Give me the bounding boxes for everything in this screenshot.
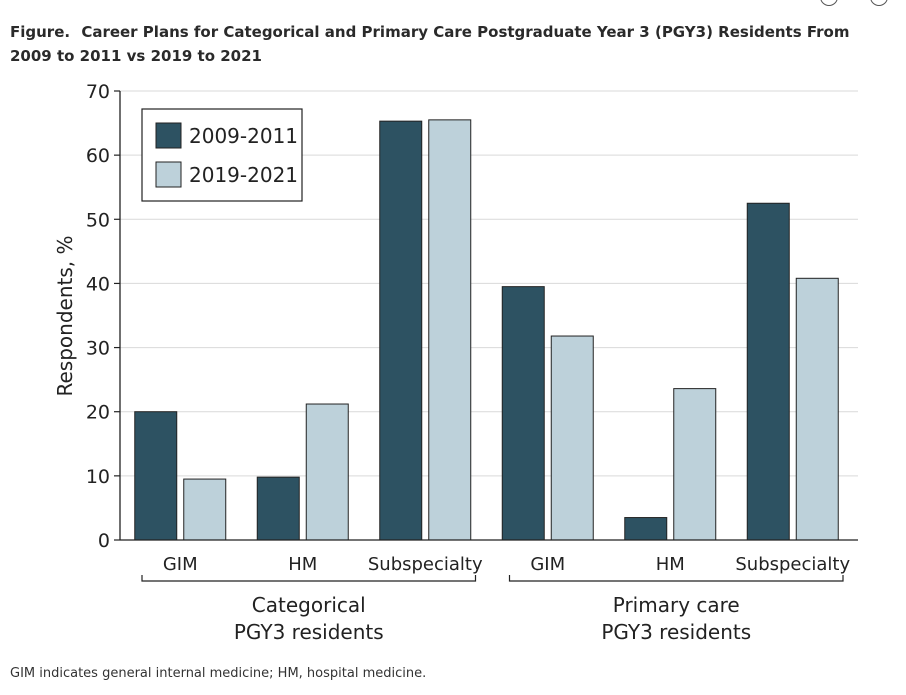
y-tick-label: 30 xyxy=(86,338,110,360)
y-tick-label: 0 xyxy=(98,530,110,552)
legend-label: 2009-2011 xyxy=(189,124,298,148)
x-category-label: Subspecialty xyxy=(368,554,483,575)
figure-footnote: GIM indicates general internal medicine;… xyxy=(10,666,427,681)
group-bracket xyxy=(508,575,844,582)
bar-2019-2021-subspecialty xyxy=(795,277,839,541)
figure-title-text: Career Plans for Categorical and Primary… xyxy=(10,23,850,65)
y-tick-label: 50 xyxy=(86,209,110,231)
bar-2009-2011-gim xyxy=(134,411,178,541)
y-tick-label: 10 xyxy=(86,466,110,488)
group-label-line2: PGY3 residents xyxy=(234,620,384,644)
x-category-label: GIM xyxy=(530,554,565,575)
x-category-label: Subspecialty xyxy=(735,554,850,575)
y-axis: 0 10 20 30 40 50 60 70 xyxy=(86,81,858,552)
grid-lines xyxy=(120,90,858,477)
legend-swatch xyxy=(155,161,182,188)
bar-2009-2011-hm xyxy=(624,517,668,541)
x-axis-groups: Categorical PGY3 residents Primary care PGY… xyxy=(141,575,844,644)
group-label-line1: Primary care xyxy=(613,593,740,617)
y-tick-label: 20 xyxy=(86,402,110,424)
toolbar-icons-cropped xyxy=(0,0,906,8)
bar-2019-2021-gim xyxy=(550,335,594,541)
bars xyxy=(134,119,839,541)
group-label-line2: PGY3 residents xyxy=(601,620,751,644)
bar-2009-2011-subspecialty xyxy=(746,202,790,541)
bar-2019-2021-subspecialty xyxy=(428,119,472,541)
group-label-line1: Categorical xyxy=(252,593,366,617)
y-tick-label: 70 xyxy=(86,81,110,103)
figure-title: Figure. Career Plans for Categorical and… xyxy=(10,20,890,68)
y-tick-label: 60 xyxy=(86,145,110,167)
figure-label: Figure. xyxy=(10,23,71,41)
y-axis-label: Respondents, % xyxy=(53,236,77,397)
x-category-label: GIM xyxy=(163,554,198,575)
y-tick-label: 40 xyxy=(86,273,110,295)
bar-2009-2011-hm xyxy=(256,476,300,541)
legend: 2009-2011 2019-2021 xyxy=(141,108,303,202)
bar-2019-2021-hm xyxy=(673,388,717,541)
bar-2019-2021-gim xyxy=(183,478,227,541)
legend-label: 2019-2021 xyxy=(189,163,298,187)
group-bracket xyxy=(141,575,477,582)
x-category-label: HM xyxy=(656,554,685,575)
bar-chart: 0 10 20 30 40 50 60 70 GIM HM Subspecialty GIM HM Su… xyxy=(53,81,858,644)
bar-2009-2011-gim xyxy=(501,286,545,541)
x-category-label: HM xyxy=(288,554,317,575)
bar-2009-2011-subspecialty xyxy=(379,120,423,541)
bar-2019-2021-hm xyxy=(305,403,349,541)
x-axis-categories: GIM HM Subspecialty GIM HM Subspecialty xyxy=(163,554,851,575)
legend-swatch xyxy=(155,122,182,149)
